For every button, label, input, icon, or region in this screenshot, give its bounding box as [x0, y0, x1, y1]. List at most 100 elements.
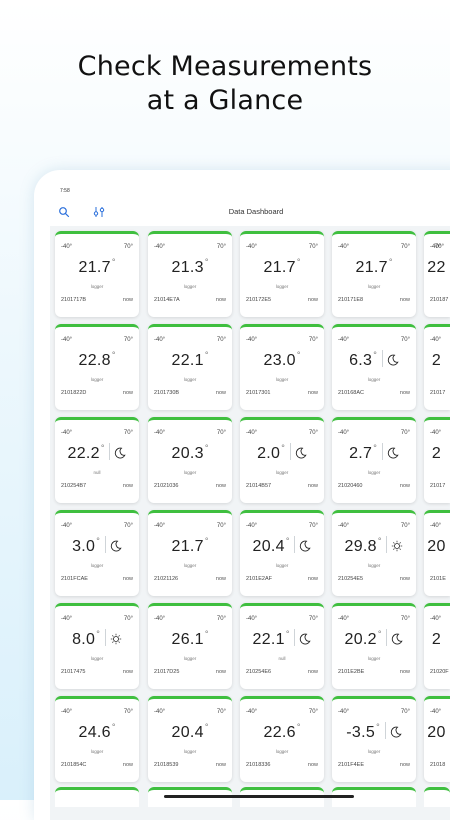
- sensor-tile[interactable]: -40° 70° 6.3° logger 210168AC now: [332, 324, 416, 410]
- filter-sliders-icon[interactable]: [92, 205, 106, 219]
- promo-headline: Check Measurements at a Glance: [0, 50, 450, 118]
- sensor-tile[interactable]: -40° 70° 3.0° logger 2101FCAE now: [55, 510, 139, 596]
- tile-divider: [381, 443, 383, 461]
- tile-temperature: 23.0: [263, 352, 296, 369]
- tile-device-id: 21017: [430, 390, 446, 396]
- tile-reading: 3.0°: [55, 536, 139, 556]
- tile-temperature: 3.0: [72, 538, 96, 555]
- tile-source-label: logger: [183, 749, 197, 754]
- headline-line-1: Check Measurements: [77, 51, 373, 82]
- sensor-tile[interactable]: -40° 70° 24.6° logger 2101854C now: [55, 696, 139, 782]
- tile-timestamp: now: [215, 483, 226, 489]
- tile-reading: 23.0°: [240, 350, 324, 370]
- tile-unit: °: [296, 257, 301, 267]
- tile-unit: °: [204, 443, 209, 453]
- sensor-tile[interactable]: -40° 70° 29.8° logger 210254E5 now: [332, 510, 416, 596]
- moon-icon: [295, 446, 307, 459]
- sensor-tile[interactable]: -40° 70° 20.3° logger 21021036 now: [148, 417, 232, 503]
- search-icon[interactable]: [58, 206, 70, 218]
- sensor-tile[interactable]: -40° 70° 22.2° null 210254B7 now: [55, 417, 139, 503]
- tile-temperature: 2: [431, 445, 442, 462]
- sensor-tile[interactable]: -40° 70° 26.1° logger 21017D25 now: [148, 603, 232, 689]
- tile-temperature: 21.7: [263, 259, 296, 276]
- tile-reading: 21.3°: [148, 257, 232, 277]
- sensor-tile[interactable]: -40° 70° 23.0° logger 21017301 now: [240, 324, 324, 410]
- tile-unit: °: [296, 350, 301, 360]
- tile-min-label: -40°: [338, 616, 350, 622]
- sensor-tile[interactable]: -40° 70° 22.6° logger 21018336 now: [240, 696, 324, 782]
- tile-timestamp: now: [215, 297, 226, 303]
- tile-max-label: 70°: [216, 337, 226, 343]
- tile-temperature: 6.3: [349, 352, 373, 369]
- tile-reading: 20.3°: [148, 443, 232, 463]
- tile-reading: 2: [424, 631, 450, 649]
- tile-device-id: 210254E5: [338, 576, 364, 582]
- tile-temperature: 22.6: [263, 724, 296, 741]
- tile-reading: 6.3°: [332, 350, 416, 370]
- sensor-tile[interactable]: -40° 70° 22.8° logger 2101822D now: [55, 324, 139, 410]
- partial-tile[interactable]: [424, 787, 450, 807]
- tile-min-label: -40°: [61, 244, 73, 250]
- tile-source-label: logger: [90, 284, 104, 289]
- tile-temperature: 21.7: [171, 538, 204, 555]
- tile-max-label: 70°: [123, 244, 133, 250]
- tile-device-id: 2101717B: [61, 297, 87, 303]
- sensor-tile[interactable]: -40° 2 21020F: [424, 603, 450, 689]
- sensor-tile[interactable]: -40° 70° 8.0° logger 21017475 now: [55, 603, 139, 689]
- tile-max-label: 70°: [123, 616, 133, 622]
- sensor-tile[interactable]: -40° 70° 21.7° logger 210172E5 now: [240, 231, 324, 317]
- tile-timestamp: now: [399, 669, 410, 675]
- sensor-tile[interactable]: -40° 2 21017: [424, 417, 450, 503]
- tile-max-label: 70°: [308, 337, 318, 343]
- sensor-tile[interactable]: -40° 70° 21.7° logger 2101717B now: [55, 231, 139, 317]
- tile-max-label: 70°: [123, 337, 133, 343]
- sensor-tile[interactable]: -40° 70° 21.7° logger 21021126 now: [148, 510, 232, 596]
- tile-timestamp: now: [399, 390, 410, 396]
- moon-icon: [299, 539, 312, 552]
- sensor-tile[interactable]: -40° 20 2101E: [424, 510, 450, 596]
- tile-reading: 22.1°: [148, 350, 232, 370]
- tile-device-id: 21018336: [246, 762, 271, 768]
- tile-source-label: logger: [90, 563, 104, 568]
- sensor-tile[interactable]: -40° 70° -3.5° logger 2101F4EE now: [332, 696, 416, 782]
- tile-device-id: 21020460: [338, 483, 363, 489]
- sensor-tile[interactable]: -40° 70° 20.4° logger 21018539 now: [148, 696, 232, 782]
- sensor-tile[interactable]: -40° 20 21018: [424, 696, 450, 782]
- sensor-tile[interactable]: -40° 2 21017: [424, 324, 450, 410]
- tile-timestamp: now: [215, 762, 226, 768]
- sensor-tile[interactable]: -40° 70° 21.3° logger 21014E7A now: [148, 231, 232, 317]
- tile-min-label: -40°: [154, 430, 166, 436]
- sensor-tile[interactable]: -40° 70° 22.1° logger 2101730B now: [148, 324, 232, 410]
- tile-source-label: logger: [90, 656, 104, 661]
- tile-timestamp: now: [307, 669, 318, 675]
- tile-divider: [294, 629, 296, 647]
- tile-reading: 20.4°: [240, 536, 324, 556]
- sensor-tile[interactable]: -40° 70° 22.1° null 210254E6 now: [240, 603, 324, 689]
- tile-device-id: 210254B7: [61, 483, 87, 489]
- sensor-tile[interactable]: -40° 70° 20.4° logger 2101E2AF now: [240, 510, 324, 596]
- tile-max-label: 70°: [400, 337, 410, 343]
- tile-temperature: 20.4: [252, 538, 285, 555]
- sensor-tile[interactable]: -40° 70° 2.0° logger 21014B57 now: [240, 417, 324, 503]
- tile-min-label: -40°: [430, 616, 442, 622]
- sensor-tile[interactable]: -40° 70° 21.7° logger 210171E8 now: [332, 231, 416, 317]
- tile-timestamp: now: [122, 483, 133, 489]
- tile-temperature: 2.7: [349, 445, 373, 462]
- tile-source-label: logger: [275, 470, 289, 475]
- tile-reading: 8.0°: [55, 629, 139, 649]
- partial-tile[interactable]: [55, 787, 139, 807]
- sensor-tile[interactable]: -40° 70° 22 210187: [424, 231, 450, 317]
- tile-timestamp: now: [122, 297, 133, 303]
- sensor-tile[interactable]: -40° 70° 2.7° logger 21020460 now: [332, 417, 416, 503]
- tile-min-label: -40°: [338, 244, 350, 250]
- tile-reading: 24.6°: [55, 722, 139, 742]
- tile-min-label: -40°: [430, 337, 442, 343]
- tile-device-id: 21020F: [430, 669, 449, 675]
- tile-timestamp: now: [399, 576, 410, 582]
- tile-reading: 21.7°: [148, 536, 232, 556]
- tile-temperature: 24.6: [78, 724, 111, 741]
- tile-min-label: -40°: [246, 430, 258, 436]
- tile-source-label: logger: [183, 656, 197, 661]
- sensor-tile[interactable]: -40° 70° 20.2° logger 2101E2BE now: [332, 603, 416, 689]
- tile-max-label: 70°: [308, 709, 318, 715]
